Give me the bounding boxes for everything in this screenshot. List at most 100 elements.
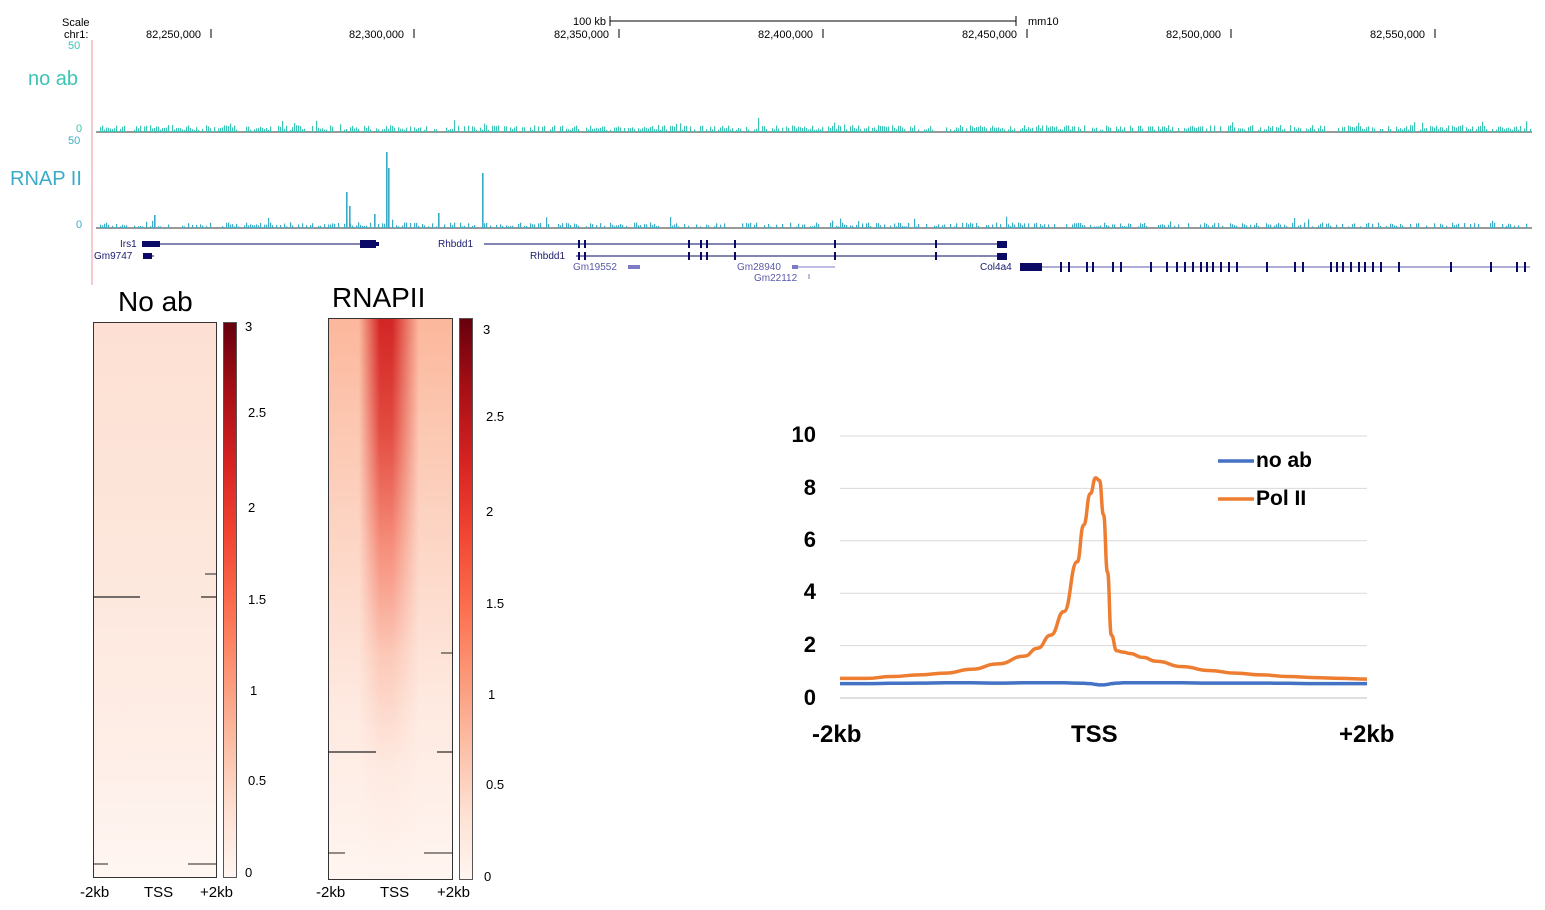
signal-bar [850,126,852,132]
signal-bar [560,225,562,228]
signal-bar [422,223,424,228]
signal-bar [1186,129,1188,132]
signal-bar [1050,126,1052,132]
signal-peak [374,214,376,228]
signal-bar [628,128,630,132]
signal-bar [146,221,148,228]
signal-bar [566,128,568,132]
signal-bar [746,223,748,228]
signal-bar [682,129,684,132]
signal-bar [102,225,104,228]
profile-y-tick: 8 [803,475,816,500]
signal-bar [1406,126,1408,132]
signal-bar [690,126,692,132]
signal-bar [258,225,260,228]
signal-bar [194,129,196,132]
signal-bar [444,224,446,228]
signal-bar [860,128,862,132]
signal-bar [808,129,810,132]
signal-bar [106,127,108,132]
signal-bar [890,225,892,228]
signal-bar [700,226,702,228]
gene-exon [1516,262,1518,272]
track-min-label: 0 [76,219,83,231]
signal-bar [576,224,578,228]
signal-bar [1276,224,1278,228]
signal-bar [106,222,108,228]
signal-bar [816,222,818,228]
position-label: 82,550,000 [1370,29,1426,41]
signal-bar [1410,125,1412,132]
signal-bar [870,226,872,228]
gene-exon [935,240,937,248]
signal-bar [846,224,848,228]
signal-bar [1328,223,1330,228]
signal-bar [152,220,154,228]
signal-bar [1032,127,1034,132]
signal-bar [1498,126,1500,132]
signal-bar [310,225,312,228]
signal-bar [124,125,126,132]
signal-bar [914,218,916,228]
gene-exon [1068,262,1070,272]
signal-bar [222,226,224,228]
signal-bar [614,127,616,132]
position-label: 82,450,000 [962,29,1018,41]
signal-bar [738,127,740,132]
gene-exon [1176,262,1178,272]
signal-bar [1484,125,1486,132]
signal-bar [1222,225,1224,228]
signal-bar [1008,129,1010,132]
signal-bar [266,128,268,132]
signal-bar [804,224,806,228]
signal-bar [1154,129,1156,132]
signal-bar [1194,127,1196,132]
signal-bar [660,129,662,132]
heatmap-title: No ab [118,286,193,317]
signal-bar [1022,128,1024,132]
signal-bar [652,224,654,228]
signal-bar [458,125,460,132]
signal-bar [838,226,840,228]
signal-bar [1396,225,1398,228]
signal-bar [1508,127,1510,132]
genome-browser: Scale chr1: 100 kb mm10 82,250,000 82,30… [0,0,1545,285]
heatmap-x-tick: +2kb [437,884,470,901]
signal-bar [818,224,820,228]
signal-bar [344,129,346,132]
signal-bar [512,225,514,228]
signal-bar [272,225,274,228]
signal-bar [814,129,816,132]
signal-bar [912,127,914,132]
signal-bar [254,225,256,228]
signal-bar [208,126,210,132]
signal-bar [1002,128,1004,132]
gene-exon [1200,262,1202,272]
signal-bar [1106,125,1108,132]
signal-bar [356,127,358,132]
signal-bar [1524,128,1526,132]
signal-peak [386,152,388,228]
gene-label: Gm28940 [737,262,781,273]
colorbar-tick: 1.5 [486,596,505,611]
signal-bar [1446,225,1448,228]
signal-bar [1164,126,1166,132]
signal-bar [402,225,404,228]
signal-bar [896,129,898,132]
signal-bar [1516,126,1518,132]
signal-bar [840,218,842,228]
signal-bar [756,128,758,132]
gene-exon [143,253,152,259]
colorbar-tick: 0 [245,865,253,880]
signal-bar [1200,126,1202,132]
signal-bar [504,126,506,132]
signal-bar [630,128,632,132]
signal-bar [634,222,636,228]
signal-bar [452,129,454,132]
signal-bar [914,125,916,132]
signal-bar [1068,125,1070,132]
signal-bar [590,125,592,132]
signal-bar [1110,127,1112,132]
gene-exon [1524,262,1526,272]
signal-bar [894,223,896,228]
